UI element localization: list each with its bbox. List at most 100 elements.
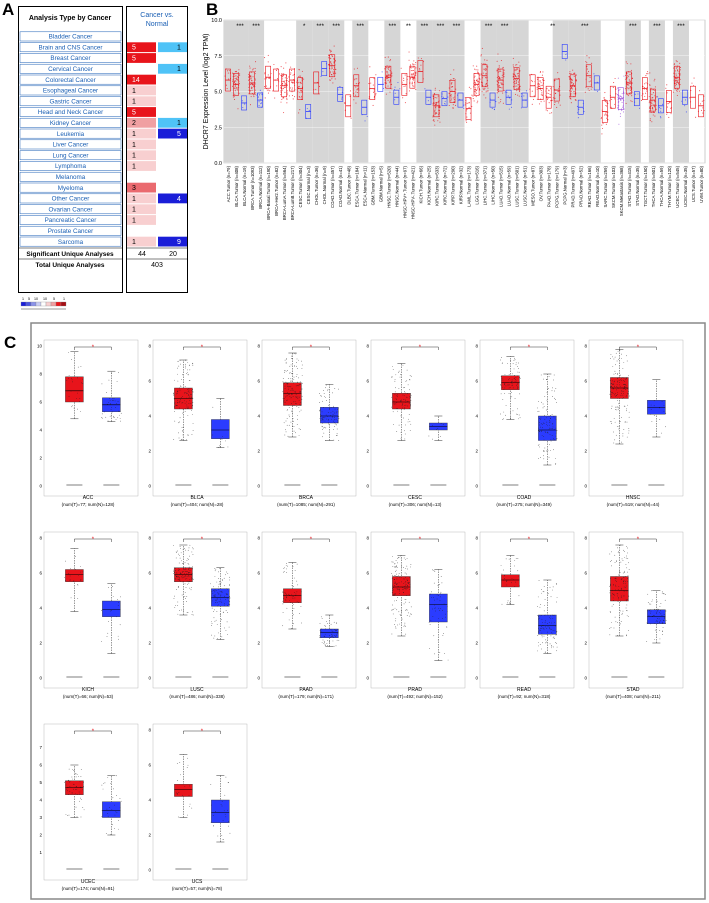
data-point — [399, 593, 400, 594]
data-point — [531, 81, 533, 83]
data-point — [523, 95, 525, 97]
tumor-box — [391, 555, 412, 637]
data-point — [445, 616, 446, 618]
data-point — [285, 359, 287, 361]
data-point — [222, 436, 224, 438]
data-point — [551, 622, 552, 624]
x-tick-label: KIRC.Normal (n=72) — [442, 165, 447, 205]
data-point — [288, 388, 289, 390]
data-point — [609, 611, 611, 612]
data-point — [627, 87, 629, 89]
data-point — [466, 116, 468, 118]
x-tick-label: HNSC-HPV-.Tumor (n=421) — [410, 165, 415, 219]
data-point — [430, 593, 432, 595]
data-point — [412, 63, 414, 65]
data-point — [493, 109, 496, 111]
data-point — [327, 640, 329, 641]
data-point — [485, 69, 488, 71]
data-point — [575, 99, 577, 101]
data-point — [210, 784, 212, 785]
data-point — [80, 571, 81, 573]
data-point — [610, 392, 612, 393]
data-point — [292, 597, 294, 599]
data-point — [616, 395, 617, 396]
data-point — [452, 97, 454, 99]
data-point — [284, 434, 286, 436]
data-point — [412, 72, 415, 74]
data-point — [405, 424, 406, 426]
data-point — [650, 409, 652, 410]
data-point — [109, 400, 111, 401]
data-point — [544, 418, 546, 420]
sample-counts: (num(T)=179; num(N)=171) — [278, 694, 334, 699]
data-point — [501, 84, 503, 86]
data-point — [553, 374, 555, 376]
data-point — [264, 87, 266, 89]
data-point — [333, 61, 335, 63]
data-point — [517, 414, 518, 415]
data-point — [117, 605, 119, 606]
data-point — [539, 617, 540, 619]
data-point — [286, 568, 287, 570]
data-point — [631, 77, 633, 79]
data-point — [400, 438, 402, 439]
data-point — [631, 91, 633, 93]
data-point — [293, 430, 295, 432]
data-point — [545, 614, 547, 616]
data-point — [335, 645, 337, 647]
data-point — [283, 97, 285, 99]
data-point — [335, 72, 337, 74]
data-point — [500, 384, 502, 386]
data-point — [290, 72, 292, 74]
data-point — [176, 405, 178, 406]
data-point — [507, 95, 509, 97]
data-point — [112, 398, 114, 399]
data-point — [113, 828, 115, 829]
data-point — [447, 659, 449, 661]
x-axis-label: READ — [517, 687, 531, 693]
data-point — [384, 82, 386, 84]
data-point — [520, 107, 522, 109]
data-point — [482, 72, 484, 74]
x-tick-label: PRAD.Tumor (n=497) — [571, 165, 576, 207]
data-point — [395, 618, 397, 619]
data-point — [476, 102, 478, 104]
data-point — [216, 600, 217, 602]
data-point — [101, 784, 103, 786]
data-point — [627, 571, 629, 573]
y-tick-label: 0 — [475, 676, 478, 681]
data-point — [191, 413, 193, 415]
data-point — [357, 88, 359, 90]
data-point — [76, 408, 78, 410]
data-point — [186, 578, 188, 579]
data-point — [628, 79, 630, 81]
data-point — [410, 613, 412, 615]
data-point — [79, 566, 81, 568]
data-point — [180, 552, 182, 554]
data-point — [179, 762, 181, 763]
data-point — [223, 603, 225, 605]
data-point — [538, 631, 540, 633]
data-point — [619, 384, 620, 386]
data-point — [283, 571, 285, 573]
cancer-type-cell — [19, 182, 122, 193]
data-point — [293, 595, 294, 597]
data-point — [519, 88, 521, 90]
data-point — [501, 74, 503, 76]
data-point — [501, 87, 503, 89]
data-point — [325, 384, 327, 386]
data-point — [298, 96, 300, 98]
data-point — [396, 394, 398, 396]
data-point — [289, 372, 291, 373]
data-point — [288, 406, 290, 408]
significance-marker: * — [92, 729, 95, 735]
overexpression-count: 3 — [132, 185, 136, 192]
data-point — [626, 377, 628, 379]
data-point — [184, 363, 186, 365]
data-point — [553, 646, 555, 648]
data-point — [396, 395, 398, 397]
data-point — [299, 404, 301, 406]
data-point — [623, 384, 624, 385]
data-point — [214, 576, 216, 577]
data-point — [542, 79, 544, 81]
